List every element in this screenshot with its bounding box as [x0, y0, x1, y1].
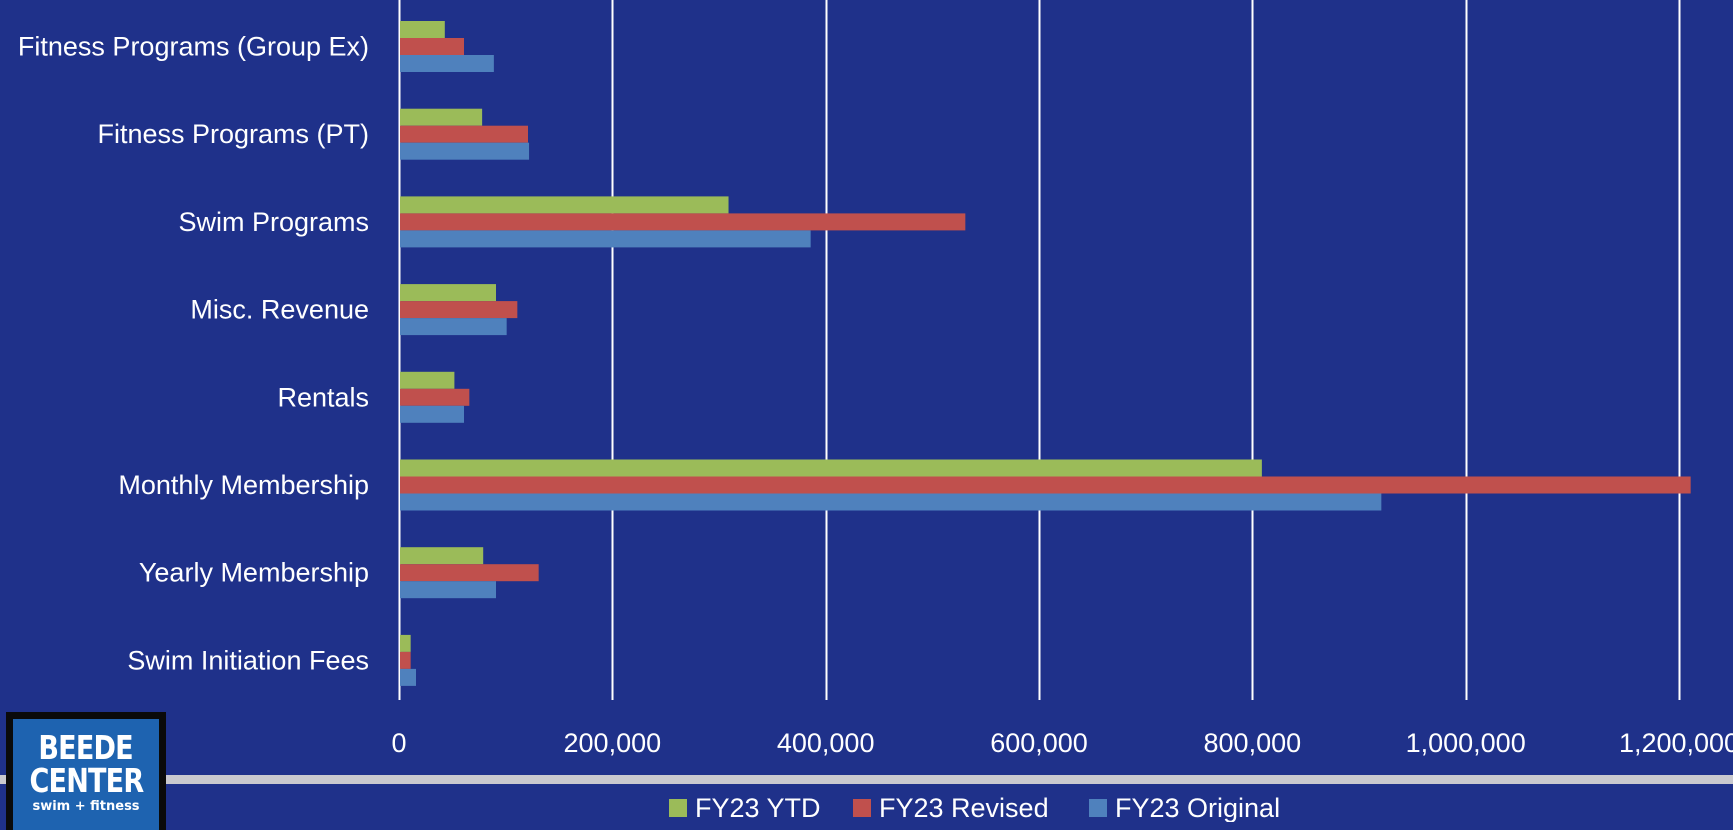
legend: FY23 YTD FY23 Revised FY23 Original: [669, 793, 1280, 822]
x-tick-label: 1,200,000: [1619, 728, 1733, 758]
category-labels: Fitness Programs (Group Ex) Fitness Progr…: [18, 32, 369, 676]
bar-fy23-revised-3: [400, 301, 518, 319]
category-label: Fitness Programs (PT): [97, 119, 369, 149]
category-label: Yearly Membership: [139, 558, 369, 588]
bar-fy23-revised-4: [400, 388, 470, 406]
bar-fy23-revised-6: [400, 564, 539, 582]
bar-fy23-original-4: [400, 405, 464, 423]
category-label: Fitness Programs (Group Ex): [18, 32, 369, 62]
category-label: Rentals: [277, 382, 369, 412]
bar-fy23-ytd-4: [400, 371, 455, 389]
logo-text-beede: BEEDE: [38, 728, 134, 767]
x-tick-label: 800,000: [1204, 728, 1302, 758]
logo-text-center: CENTER: [29, 761, 144, 800]
bar-fy23-original-7: [400, 668, 416, 686]
legend-label: FY23 Revised: [879, 793, 1049, 822]
x-axis-tick-labels: 0 200,000 400,000 600,000 800,000 1,000,000 1,…: [391, 728, 1733, 758]
x-tick-label: 600,000: [990, 728, 1088, 758]
legend-label: FY23 YTD: [695, 793, 821, 822]
category-label: Misc. Revenue: [190, 295, 369, 325]
bar-fy23-original-1: [400, 142, 530, 160]
bar-fy23-ytd-0: [400, 21, 445, 38]
category-label: Swim Programs: [178, 207, 369, 237]
footer-divider: [0, 775, 1733, 784]
x-tick-label: 200,000: [564, 728, 662, 758]
bar-fy23-ytd-1: [400, 108, 483, 126]
bars: [400, 21, 1691, 686]
bar-fy23-revised-0: [400, 38, 464, 55]
bar-fy23-ytd-7: [400, 634, 411, 652]
beede-center-logo: BEEDE CENTER swim + fitness: [6, 712, 166, 830]
bar-fy23-original-0: [400, 55, 494, 72]
bar-fy23-revised-1: [400, 125, 528, 143]
bar-fy23-ytd-6: [400, 547, 484, 565]
legend-label: FY23 Original: [1115, 793, 1280, 822]
bar-fy23-revised-7: [400, 651, 411, 669]
bar-fy23-original-3: [400, 318, 507, 336]
bar-fy23-ytd-3: [400, 284, 496, 302]
x-tick-label: 1,000,000: [1406, 728, 1526, 758]
category-label: Swim Initiation Fees: [127, 645, 369, 675]
x-tick-label: 400,000: [777, 728, 875, 758]
category-label: Monthly Membership: [118, 470, 369, 500]
legend-swatch: [669, 799, 687, 817]
bar-fy23-original-5: [400, 493, 1382, 511]
bar-fy23-ytd-5: [400, 459, 1262, 477]
legend-swatch: [1089, 799, 1107, 817]
legend-swatch: [853, 799, 871, 817]
logo-text-tagline: swim + fitness: [32, 799, 140, 814]
bar-fy23-ytd-2: [400, 196, 729, 214]
logo-badge: BEEDE CENTER swim + fitness: [13, 719, 159, 830]
gridlines: [398, 0, 1681, 700]
bar-fy23-revised-5: [400, 476, 1691, 494]
bar-fy23-original-6: [400, 581, 496, 599]
x-tick-label: 0: [391, 728, 406, 758]
bar-fy23-original-2: [400, 230, 811, 248]
bar-fy23-revised-2: [400, 213, 966, 231]
